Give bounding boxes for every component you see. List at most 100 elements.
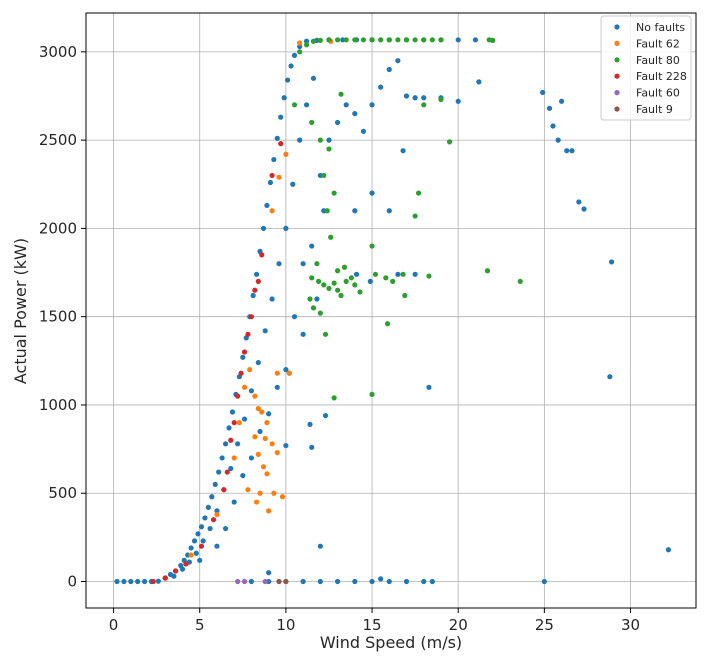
point-fault-62 xyxy=(260,464,267,470)
point-no-faults xyxy=(114,578,120,585)
point-fault-62 xyxy=(269,441,275,447)
point-fault-80 xyxy=(421,102,427,108)
point-no-faults xyxy=(326,137,332,143)
point-fault-228 xyxy=(255,278,261,284)
point-fault-62 xyxy=(231,455,237,461)
x-axis-label: Wind Speed (m/s) xyxy=(320,633,462,652)
point-no-faults xyxy=(541,578,547,585)
point-fault-62 xyxy=(253,499,260,505)
point-fault-62 xyxy=(264,471,270,477)
point-fault-80 xyxy=(429,37,435,43)
y-tick-label: 1000 xyxy=(39,396,77,414)
point-no-faults xyxy=(255,359,261,366)
point-fault-80 xyxy=(386,37,392,43)
point-fault-62 xyxy=(269,208,275,214)
point-no-faults xyxy=(240,354,246,360)
point-no-faults xyxy=(229,409,236,415)
point-fault-80 xyxy=(326,146,332,152)
point-fault-228 xyxy=(173,568,179,574)
point-no-faults xyxy=(569,148,575,154)
point-fault-80 xyxy=(334,268,341,274)
point-fault-80 xyxy=(321,282,327,288)
point-no-faults xyxy=(412,95,418,101)
point-no-faults xyxy=(395,271,401,277)
point-no-faults xyxy=(369,190,375,196)
point-no-faults xyxy=(276,261,282,267)
point-fault-228 xyxy=(278,141,284,147)
point-fault-80 xyxy=(412,37,418,43)
point-fault-80 xyxy=(400,271,406,277)
point-no-faults xyxy=(665,547,672,553)
legend-label: Fault 228 xyxy=(636,70,687,83)
point-fault-228 xyxy=(248,314,255,320)
point-no-faults xyxy=(476,79,482,85)
point-fault-62 xyxy=(259,409,265,415)
legend-marker xyxy=(614,57,620,63)
point-fault-80 xyxy=(316,278,322,284)
point-fault-9 xyxy=(276,578,282,585)
point-fault-80 xyxy=(309,119,315,126)
point-no-faults xyxy=(241,416,248,422)
point-no-faults xyxy=(205,504,211,510)
point-no-faults xyxy=(386,66,392,73)
point-fault-60 xyxy=(262,578,268,585)
point-no-faults xyxy=(197,557,203,563)
plot-area-frame xyxy=(85,12,697,609)
point-no-faults xyxy=(300,261,306,267)
point-no-faults xyxy=(266,570,272,576)
point-fault-80 xyxy=(297,49,303,55)
point-no-faults xyxy=(222,441,229,447)
point-fault-80 xyxy=(390,278,396,284)
point-fault-80 xyxy=(378,37,384,43)
point-fault-228 xyxy=(224,469,230,475)
legend-marker xyxy=(614,24,620,30)
point-fault-80 xyxy=(331,190,337,196)
point-no-faults xyxy=(195,531,201,537)
point-fault-80 xyxy=(310,38,317,44)
point-no-faults xyxy=(386,208,392,214)
point-fault-62 xyxy=(236,420,242,426)
point-fault-62 xyxy=(245,487,251,493)
point-fault-228 xyxy=(198,543,205,549)
point-no-faults xyxy=(310,75,317,81)
point-no-faults xyxy=(550,123,556,129)
y-tick-label: 2000 xyxy=(39,219,77,237)
y-tick-label: 500 xyxy=(48,484,77,502)
y-tick-label: 3000 xyxy=(39,43,77,61)
point-no-faults xyxy=(240,472,246,479)
point-fault-228 xyxy=(238,370,244,376)
point-fault-228 xyxy=(210,517,217,523)
point-fault-80 xyxy=(484,268,491,274)
x-tick-label: 5 xyxy=(195,616,205,634)
point-fault-80 xyxy=(314,261,320,267)
data-points xyxy=(114,37,672,585)
point-fault-80 xyxy=(412,213,418,219)
point-no-faults xyxy=(317,543,323,549)
point-fault-80 xyxy=(343,37,349,43)
point-no-faults xyxy=(262,328,268,334)
point-no-faults xyxy=(202,515,208,521)
point-no-faults xyxy=(558,98,565,104)
point-fault-80 xyxy=(322,331,329,337)
point-no-faults xyxy=(248,578,255,585)
point-fault-80 xyxy=(415,190,422,196)
point-no-faults xyxy=(200,538,206,544)
point-fault-80 xyxy=(334,37,341,43)
point-fault-62 xyxy=(252,434,258,440)
point-fault-80 xyxy=(517,278,523,284)
legend-label: Fault 60 xyxy=(636,87,680,100)
point-fault-80 xyxy=(321,172,327,179)
point-fault-62 xyxy=(271,490,277,496)
point-no-faults xyxy=(300,578,306,585)
point-fault-80 xyxy=(402,292,408,299)
point-fault-80 xyxy=(331,280,337,286)
point-no-faults xyxy=(360,128,367,134)
point-no-faults xyxy=(303,102,310,108)
point-no-faults xyxy=(314,296,320,302)
point-no-faults xyxy=(274,135,280,141)
point-no-faults xyxy=(191,538,198,544)
point-fault-62 xyxy=(214,511,220,518)
point-fault-62 xyxy=(279,494,286,500)
legend-marker xyxy=(614,73,620,79)
